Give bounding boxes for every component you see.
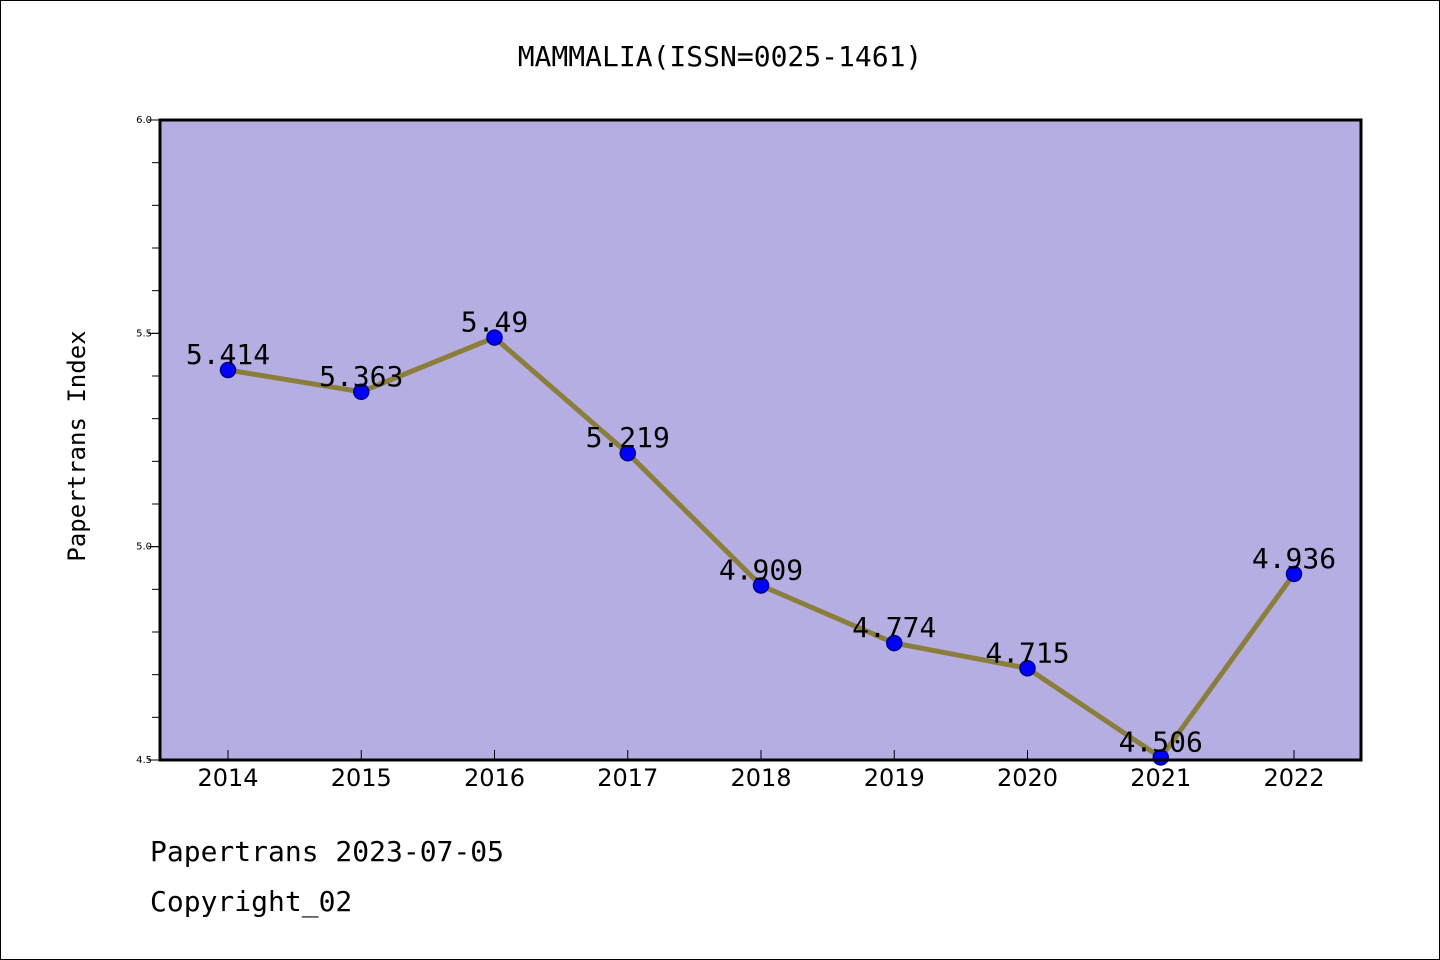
x-tick-label: 2021	[1130, 764, 1191, 792]
x-tick-label: 2017	[597, 764, 658, 792]
plot-area	[160, 120, 1361, 760]
data-point	[752, 577, 770, 594]
data-labels: 5.414 5.363 5.49 5.219 4.909 4.774 4.715 4.506 4…	[186, 306, 1336, 759]
x-tick-label: 2020	[997, 764, 1058, 792]
data-point	[886, 634, 903, 652]
y-tick-label: 4.5	[136, 755, 152, 766]
x-tick-label: 2022	[1263, 764, 1324, 792]
y-axis-label: Papertrans Index	[63, 330, 91, 561]
data-point	[353, 383, 370, 401]
x-tick-label: 2016	[464, 764, 525, 792]
x-tick-label: 2019	[864, 764, 925, 792]
x-tick-label: 2015	[331, 764, 392, 792]
data-label: 4.936	[1252, 542, 1336, 575]
x-axis-ticks: 2014 2015 2016 2017 2018 2019 2020 2021 2022	[197, 750, 1325, 792]
footer-copyright: Copyright_02	[150, 885, 353, 918]
data-point	[619, 444, 636, 462]
data-label: 5.414	[186, 338, 270, 371]
data-point	[219, 361, 237, 379]
data-label: 4.506	[1119, 725, 1203, 758]
chart-title: MAMMALIA(ISSN=0025-1461)	[518, 40, 923, 73]
y-tick-label: 5.5	[136, 328, 152, 339]
y-tick-label: 6.0	[136, 115, 152, 126]
data-label: 5.49	[461, 306, 528, 339]
data-label: 4.909	[719, 553, 803, 586]
y-axis-ticks: 4.5 5.0 5.5 6.0	[136, 115, 160, 766]
data-point	[1019, 660, 1036, 677]
data-label: 5.363	[319, 360, 403, 393]
y-tick-label: 5.0	[136, 542, 152, 553]
x-tick-label: 2018	[730, 764, 791, 792]
data-label: 4.715	[985, 636, 1069, 669]
data-label: 5.219	[586, 421, 670, 454]
data-point	[1285, 565, 1303, 583]
data-label: 4.774	[852, 611, 936, 644]
plot-border	[158, 118, 1363, 762]
data-point	[486, 329, 503, 346]
x-tick-label: 2014	[197, 764, 258, 792]
footer-date: Papertrans 2023-07-05	[150, 835, 505, 868]
